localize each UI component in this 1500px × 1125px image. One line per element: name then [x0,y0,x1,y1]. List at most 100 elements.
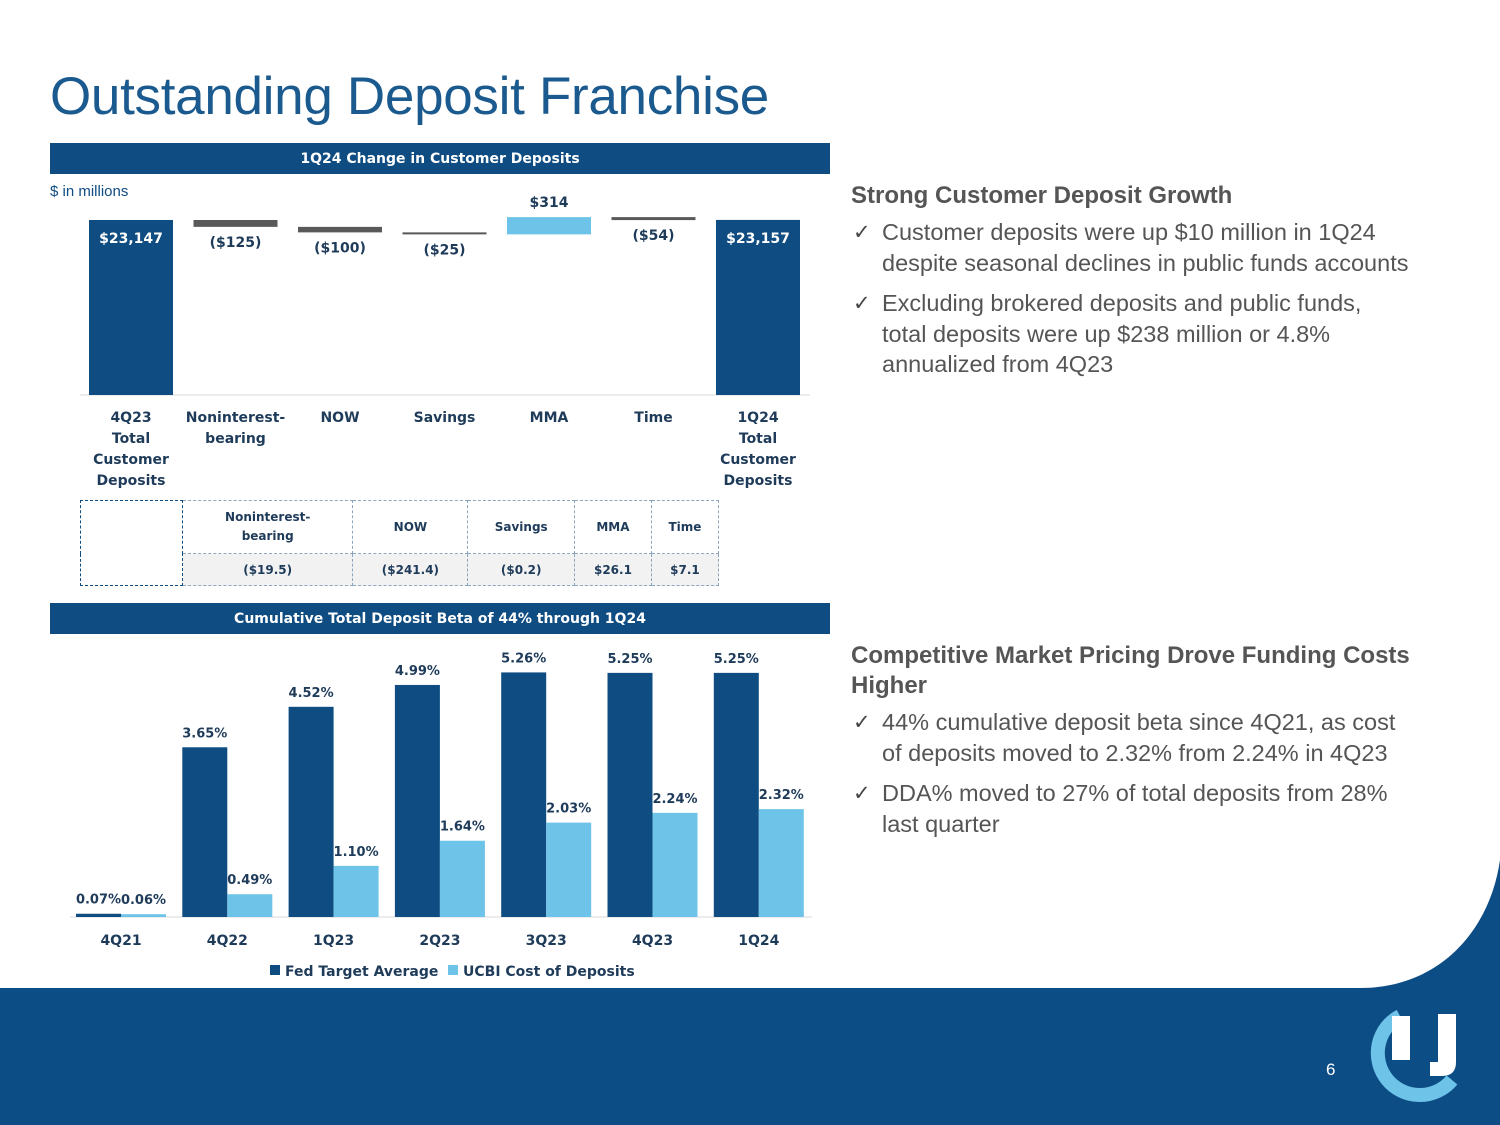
waterfall-data-label: $23,147 [99,231,163,247]
beta-data-label: 2.03% [546,802,591,817]
waterfall-data-label: ($100) [314,240,366,256]
beta-category-label: 4Q21 [100,933,141,949]
cost-of-deposits-bar [652,812,698,917]
legend-swatch [448,965,458,975]
public-funds-column-header: Savings [467,500,575,554]
beta-data-label: 0.49% [227,873,272,888]
beta-chart-header: Cumulative Total Deposit Beta of 44% thr… [50,603,830,634]
waterfall-category-label: Time [634,410,672,426]
waterfall-category-label: Deposits [97,473,166,489]
waterfall-category-label: bearing [205,431,266,447]
check-icon: ✓ [853,291,871,315]
waterfall-bar [716,219,800,395]
waterfall-category-label: Customer [720,452,796,468]
public-funds-column-header: NOW [352,500,469,554]
beta-data-label: 3.65% [182,726,227,741]
fed-target-bar [288,706,334,917]
waterfall-bar [298,226,382,233]
fed-target-bar [501,672,547,917]
public-funds-column-header: MMA [573,500,652,554]
fed-target-bar [394,684,440,917]
check-icon: ✓ [853,710,871,734]
page-number: 6 [1326,1060,1336,1079]
public-funds-column-header: Noninterest-bearing [181,500,354,554]
waterfall-category-label: Total [739,431,777,447]
bullet-item: ✓ Excluding brokered deposits and public … [853,290,1362,377]
waterfall-bar [89,220,173,395]
beta-data-label: 5.25% [714,652,759,667]
waterfall-category-label: NOW [320,410,359,426]
public-funds-label-line: Public Funds [88,535,175,550]
public-funds-value: $26.1 [573,553,652,586]
waterfall-category-label: MMA [530,410,569,426]
beta-category-label: 4Q22 [207,933,248,949]
beta-data-label: 1.64% [440,820,485,835]
beta-data-label: 5.26% [501,651,546,666]
bullet-item: ✓ 44% cumulative deposit beta since 4Q21,… [853,709,1396,766]
deposit-growth-section: Strong Customer Deposit Growth ✓ Customer… [851,181,1411,390]
public-funds-value: ($0.2) [467,553,575,586]
check-icon: ✓ [853,220,871,244]
legend-swatch [270,965,280,975]
bullet-item: ✓ Customer deposits were up $10 million i… [853,219,1409,276]
waterfall-data-label: ($125) [210,235,262,251]
public-funds-label-line: Δ [126,554,137,569]
waterfall-category-label: Deposits [724,473,793,489]
beta-data-label: 2.32% [759,788,804,803]
waterfall-data-label: ($25) [423,242,465,258]
beta-data-label: 1.10% [334,845,379,860]
beta-category-label: 3Q23 [526,933,567,949]
waterfall-category-label: Customer [93,452,169,468]
check-icon: ✓ [853,781,871,805]
cost-of-deposits-bar [758,809,804,917]
bullet-item: ✓ DDA% moved to 27% of total deposits fro… [853,780,1388,837]
public-funds-column-header: Time [650,500,720,554]
beta-category-label: 2Q23 [419,933,460,949]
public-funds-label: 1Q24 Public Funds Δ [80,500,183,586]
deposit-growth-heading: Strong Customer Deposit Growth [851,182,1233,209]
fed-target-bar [76,913,121,917]
waterfall-category-label: Savings [414,410,476,426]
waterfall-category-label: Noninterest- [186,410,286,426]
beta-category-label: 1Q23 [313,933,354,949]
waterfall-category-label: 1Q24 [737,410,778,426]
public-funds-label-line: 1Q24 [113,516,150,531]
beta-category-label: 4Q23 [632,933,673,949]
public-funds-value: ($241.4) [352,553,469,586]
fed-target-bar [607,672,653,917]
beta-data-label: 4.99% [395,664,440,679]
fed-target-bar [182,747,228,917]
public-funds-table: 1Q24 Public Funds Δ Noninterest-bearing NOW… [80,500,720,586]
funding-costs-heading: Competitive Market Pricing Drove Funding… [851,642,1410,699]
cost-of-deposits-bar [546,822,592,917]
beta-category-label: 1Q24 [738,933,779,949]
beta-data-label: 0.06% [121,893,166,908]
page-title: Outstanding Deposit Franchise [50,67,769,126]
legend-label: UCBI Cost of Deposits [463,964,635,980]
waterfall-bar [507,217,591,235]
beta-data-label: 5.25% [607,652,652,667]
public-funds-value: $7.1 [650,553,720,586]
waterfall-bar [402,232,487,235]
unit-note: $ in millions [50,183,129,200]
beta-data-label: 0.07% [76,893,121,908]
waterfall-bar [193,220,278,227]
beta-data-label: 4.52% [289,686,334,701]
public-funds-value: ($19.5) [181,553,354,586]
waterfall-category-label: 4Q23 [110,410,151,426]
waterfall-data-label: $314 [530,195,569,211]
waterfall-data-label: $23,157 [726,231,790,247]
legend-label: Fed Target Average [285,964,438,980]
cost-of-deposits-bar [439,840,485,917]
waterfall-category-label: Total [112,431,150,447]
waterfall-bar [611,217,696,221]
cost-of-deposits-bar [121,914,166,917]
waterfall-header: 1Q24 Change in Customer Deposits [50,143,830,174]
cost-of-deposits-bar [227,894,273,917]
beta-data-label: 2.24% [652,792,697,807]
waterfall-data-label: ($54) [632,228,674,244]
cost-of-deposits-bar [333,865,379,917]
funding-costs-section: Competitive Market Pricing Drove Funding… [851,641,1411,849]
